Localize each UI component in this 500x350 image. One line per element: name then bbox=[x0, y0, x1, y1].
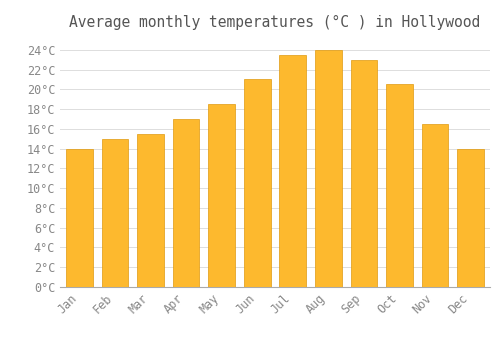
Bar bbox=[244, 79, 270, 287]
Bar bbox=[280, 55, 306, 287]
Bar bbox=[208, 104, 235, 287]
Title: Average monthly temperatures (°C ) in Hollywood: Average monthly temperatures (°C ) in Ho… bbox=[70, 15, 480, 30]
Bar bbox=[350, 60, 377, 287]
Bar bbox=[102, 139, 128, 287]
Bar bbox=[422, 124, 448, 287]
Bar bbox=[66, 149, 93, 287]
Bar bbox=[457, 149, 484, 287]
Bar bbox=[386, 84, 412, 287]
Bar bbox=[138, 134, 164, 287]
Bar bbox=[173, 119, 200, 287]
Bar bbox=[315, 50, 342, 287]
